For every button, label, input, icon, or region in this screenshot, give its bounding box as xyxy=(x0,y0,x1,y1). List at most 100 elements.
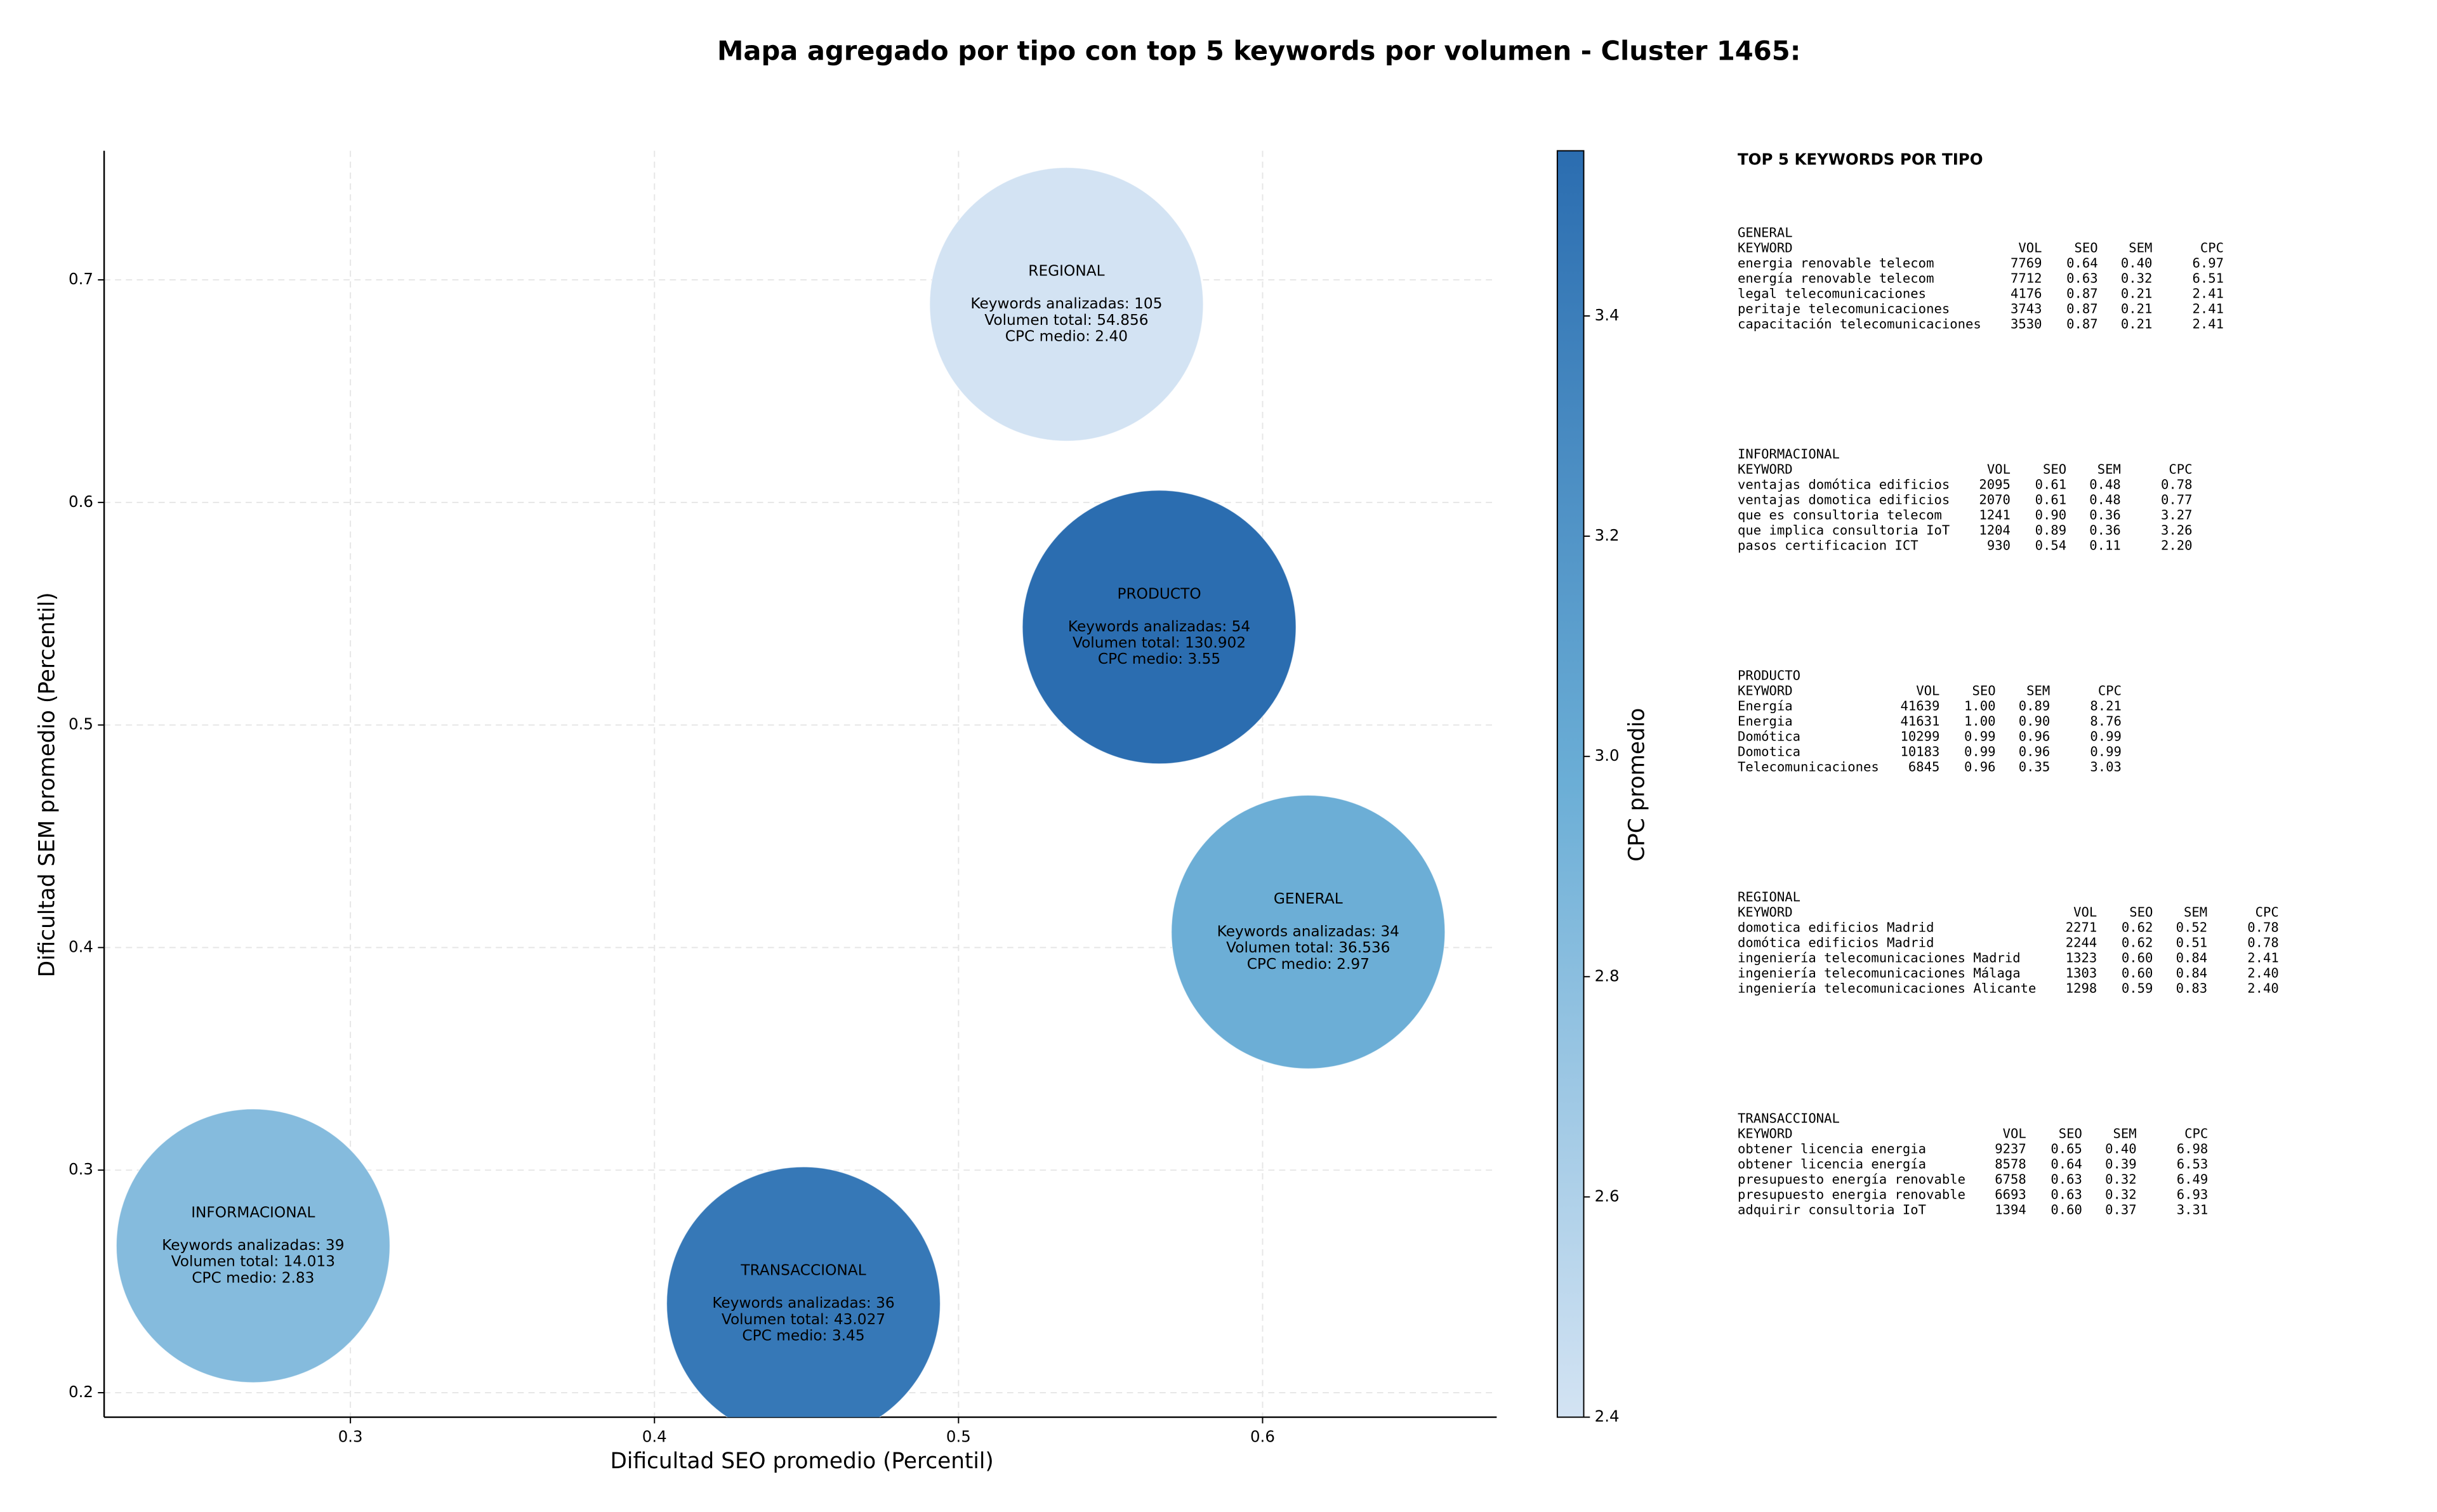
table-cell: 6.93 xyxy=(2177,1187,2209,1202)
table-header: VOL xyxy=(1916,683,1939,698)
table-header: SEO xyxy=(2043,461,2066,477)
table-cell: que implica consultoria IoT xyxy=(1738,522,1950,537)
table-cell: 0.96 xyxy=(2019,744,2051,759)
table-header: KEYWORD xyxy=(1738,461,1793,477)
group-name: GENERAL xyxy=(1738,225,1793,240)
table-cell: 0.87 xyxy=(2066,301,2098,316)
table-cell: 0.87 xyxy=(2066,286,2098,301)
y-axis-label: Dificultad SEM promedio (Percentil) xyxy=(34,592,60,977)
table-cell: presupuesto energía renovable xyxy=(1738,1171,1965,1187)
colorbar-tick-label: 2.4 xyxy=(1595,1407,1620,1426)
panel-title: TOP 5 KEYWORDS POR TIPO xyxy=(1738,150,1983,168)
table-cell: 2.40 xyxy=(2247,965,2279,980)
table-cell: 2095 xyxy=(1979,477,2011,492)
table-cell: 0.60 xyxy=(2122,965,2153,980)
table-cell: 2.41 xyxy=(2193,316,2224,331)
table-cell: 2.41 xyxy=(2193,301,2224,316)
table-cell: capacitación telecomunicaciones xyxy=(1738,316,1981,331)
table-cell: domotica edificios Madrid xyxy=(1738,919,1934,935)
bubble-label: Keywords analizadas: 54 xyxy=(1068,618,1250,635)
group-name: TRANSACCIONAL xyxy=(1738,1110,1840,1126)
bubble-label: Keywords analizadas: 36 xyxy=(712,1294,894,1311)
plot-area xyxy=(116,167,1446,1417)
table-cell: 2.20 xyxy=(2161,537,2193,553)
table-cell: 0.11 xyxy=(2089,537,2121,553)
table-cell: energía renovable telecom xyxy=(1738,270,1934,286)
table-cell: 6.49 xyxy=(2177,1171,2209,1187)
table-cell: obtener licencia energia xyxy=(1738,1141,1926,1156)
bubble-label: Keywords analizadas: 105 xyxy=(970,295,1162,312)
table-cell: 0.60 xyxy=(2122,950,2153,965)
table-cell: ingeniería telecomunicaciones Málaga xyxy=(1738,965,2021,980)
table-cell: 0.37 xyxy=(2105,1202,2137,1217)
bubble-label: CPC medio: 2.40 xyxy=(1005,328,1128,345)
table-cell: 0.48 xyxy=(2089,492,2121,507)
table-cell: 0.65 xyxy=(2051,1141,2082,1156)
table-cell: 0.61 xyxy=(2035,492,2067,507)
bubble-name: PRODUCTO xyxy=(1117,585,1201,602)
table-cell: 1394 xyxy=(1995,1202,2026,1217)
table-header: VOL xyxy=(2003,1126,2026,1141)
table-cell: 1.00 xyxy=(1964,698,1996,713)
bubble-label: Volumen total: 36.536 xyxy=(1226,939,1390,956)
table-cell: 0.99 xyxy=(2090,728,2122,744)
table-header: VOL xyxy=(2073,904,2097,919)
x-tick-label: 0.6 xyxy=(1250,1427,1275,1445)
table-cell: energia renovable telecom xyxy=(1738,255,1934,270)
table-cell: 3.03 xyxy=(2090,759,2122,774)
x-tick-label: 0.3 xyxy=(338,1427,363,1445)
table-cell: ingeniería telecomunicaciones Madrid xyxy=(1738,950,2021,965)
table-cell: 0.51 xyxy=(2176,935,2208,950)
table-header: SEM xyxy=(2097,461,2121,477)
table-header: CPC xyxy=(2098,683,2122,698)
table-cell: 0.62 xyxy=(2122,935,2153,950)
table-cell: 41631 xyxy=(1901,713,1940,728)
table-cell: 0.63 xyxy=(2066,270,2098,286)
bubble xyxy=(1022,490,1297,765)
table-cell: legal telecomunicaciones xyxy=(1738,286,1926,301)
bubble-label: Volumen total: 130.902 xyxy=(1073,634,1246,651)
x-tick-label: 0.4 xyxy=(642,1427,667,1445)
table-cell: 0.32 xyxy=(2105,1187,2137,1202)
table-cell: 3743 xyxy=(2011,301,2042,316)
table-cell: Domotica xyxy=(1738,744,1800,759)
table-cell: 0.36 xyxy=(2089,522,2121,537)
table-cell: 1298 xyxy=(2066,980,2097,996)
bubble-label: CPC medio: 2.97 xyxy=(1247,956,1370,973)
table-header: CPC xyxy=(2255,904,2279,919)
bubble-label: Volumen total: 54.856 xyxy=(984,312,1148,329)
bubble xyxy=(1171,794,1446,1069)
y-tick-label: 0.5 xyxy=(69,715,93,733)
table-cell: 1204 xyxy=(1979,522,2011,537)
chart-title: Mapa agregado por tipo con top 5 keyword… xyxy=(717,35,1800,66)
colorbar-tick-label: 2.8 xyxy=(1595,966,1620,985)
table-cell: 2244 xyxy=(2066,935,2097,950)
table-cell: 0.64 xyxy=(2051,1156,2082,1171)
table-cell: 3.27 xyxy=(2161,507,2193,522)
group-name: REGIONAL xyxy=(1738,889,1800,904)
table-header: CPC xyxy=(2169,461,2192,477)
table-cell: 3.31 xyxy=(2177,1202,2209,1217)
bubble-label: CPC medio: 2.83 xyxy=(192,1269,314,1286)
table-cell: 2.40 xyxy=(2247,980,2279,996)
table-cell: 0.87 xyxy=(2066,316,2098,331)
table-cell: 0.39 xyxy=(2105,1156,2137,1171)
table-cell: ingeniería telecomunicaciones Alicante xyxy=(1738,980,2036,996)
bubble xyxy=(666,1166,941,1417)
table-cell: 0.90 xyxy=(2019,713,2051,728)
table-header: SEO xyxy=(1972,683,1995,698)
table-cell: 0.21 xyxy=(2121,316,2153,331)
table-cell: 8578 xyxy=(1995,1156,2026,1171)
table-cell: pasos certificacion ICT xyxy=(1738,537,1919,553)
table-cell: 6758 xyxy=(1995,1171,2026,1187)
table-cell: 2.41 xyxy=(2193,286,2224,301)
table-cell: 0.48 xyxy=(2089,477,2121,492)
bubble xyxy=(116,1108,390,1383)
table-cell: domótica edificios Madrid xyxy=(1738,935,1934,950)
bubble-label: Volumen total: 43.027 xyxy=(722,1311,885,1328)
bubble xyxy=(929,167,1204,442)
table-cell: 6.51 xyxy=(2193,270,2224,286)
table-cell: 0.36 xyxy=(2089,507,2121,522)
y-tick-label: 0.2 xyxy=(69,1383,93,1401)
